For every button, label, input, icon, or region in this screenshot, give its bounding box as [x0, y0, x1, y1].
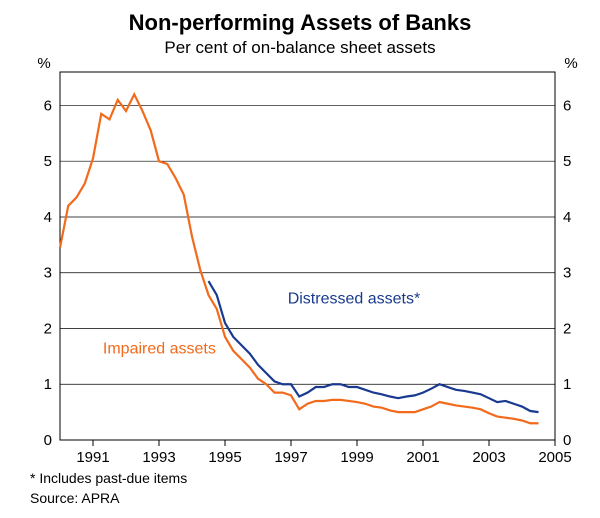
- x-tick-label: 2001: [406, 449, 439, 466]
- y-tick-label-right: 1: [563, 376, 571, 393]
- x-tick-label: 1997: [274, 449, 307, 466]
- footnote-includes: * Includes past-due items: [30, 470, 187, 486]
- y-tick-label-left: 3: [44, 265, 52, 282]
- y-tick-label-right: 5: [563, 153, 571, 170]
- series-label: Distressed assets*: [288, 290, 421, 307]
- y-tick-label-left: 0: [44, 432, 52, 449]
- series-impaired-assets: [60, 94, 539, 423]
- y-unit-left: %: [37, 55, 50, 72]
- chart-plot: 1991199319951997199920012003200500112233…: [0, 0, 600, 518]
- x-tick-label: 2003: [472, 449, 505, 466]
- x-tick-label: 1995: [208, 449, 241, 466]
- series-label: Impaired assets: [103, 341, 216, 358]
- y-tick-label-right: 6: [563, 97, 571, 114]
- y-tick-label-left: 4: [44, 209, 52, 226]
- y-tick-label-right: 3: [563, 265, 571, 282]
- y-unit-right: %: [564, 55, 577, 72]
- y-tick-label-right: 0: [563, 432, 571, 449]
- chart-container: Non-performing Assets of Banks Per cent …: [0, 0, 600, 518]
- y-tick-label-left: 1: [44, 376, 52, 393]
- footnote-source: Source: APRA: [30, 490, 120, 506]
- y-tick-label-left: 2: [44, 320, 52, 337]
- x-tick-label: 1999: [340, 449, 373, 466]
- y-tick-label-left: 6: [44, 97, 52, 114]
- x-tick-label: 1993: [142, 449, 175, 466]
- y-tick-label-left: 5: [44, 153, 52, 170]
- x-tick-label: 1991: [76, 449, 109, 466]
- y-tick-label-right: 2: [563, 320, 571, 337]
- x-tick-label: 2005: [538, 449, 571, 466]
- y-tick-label-right: 4: [563, 209, 571, 226]
